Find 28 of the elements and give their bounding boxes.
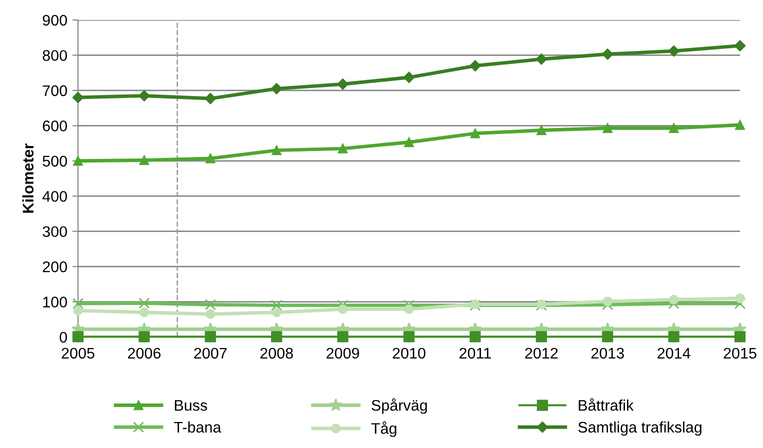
x-tick-label: 2012 xyxy=(525,348,558,359)
x-tick-label: 2010 xyxy=(392,348,426,359)
legend-label: Spårväg xyxy=(372,398,427,414)
y-axis-title: Kilometer xyxy=(22,143,34,213)
y-tick-label: 500 xyxy=(42,156,67,167)
legend-label: Buss xyxy=(174,400,208,411)
x-tick-label: 2011 xyxy=(460,348,491,359)
y-tick-label: 700 xyxy=(42,85,67,96)
legend-label: Tåg xyxy=(371,421,396,437)
y-tick-label: 0 xyxy=(60,332,67,343)
y-tick-label: 200 xyxy=(42,261,67,272)
y-tick-label: 100 xyxy=(43,296,67,308)
x-tick-label: 2015 xyxy=(724,348,756,359)
y-tick-label: 900 xyxy=(42,14,67,26)
x-tick-label: 2006 xyxy=(128,348,161,359)
y-tick-label: 800 xyxy=(42,50,67,61)
x-tick-label: 2005 xyxy=(62,348,94,359)
x-tick-label: 2013 xyxy=(591,348,624,359)
y-tick-label: 400 xyxy=(42,190,67,202)
x-tick-label: 2014 xyxy=(658,348,690,359)
x-tick-label: 2009 xyxy=(326,348,360,359)
legend-label: T-bana xyxy=(174,421,222,433)
legend-label: Samtliga trafikslag xyxy=(578,421,702,436)
y-tick-label: 600 xyxy=(42,120,67,132)
y-tick-label: 300 xyxy=(42,226,67,238)
legend-label: Båttrafik xyxy=(578,398,634,411)
x-tick-label: 2007 xyxy=(194,348,227,359)
x-tick-label: 2008 xyxy=(260,348,293,359)
